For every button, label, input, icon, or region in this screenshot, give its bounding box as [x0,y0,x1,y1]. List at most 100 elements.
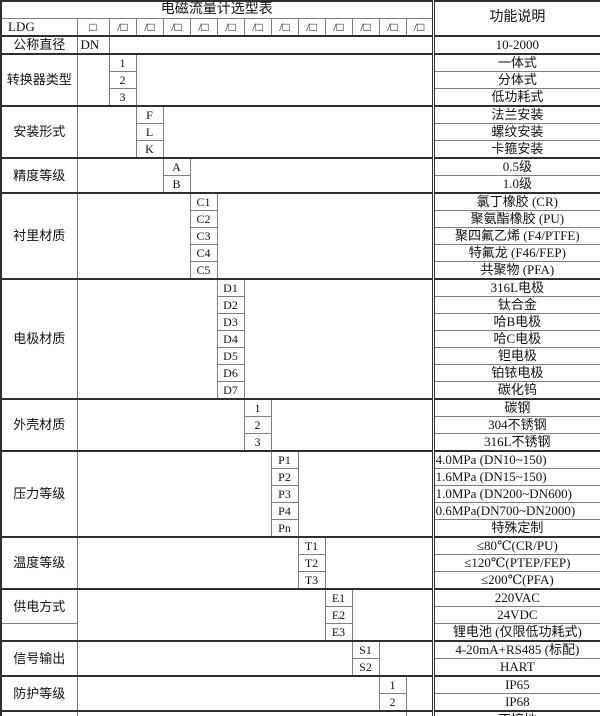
option-row: E2 24VDC [1,606,600,624]
section-row: 安装形式 F 法兰安装 [0,105,600,159]
filler-cell [405,675,434,712]
section-label: 外壳材质 [0,398,78,452]
option-code: S1 [351,640,380,659]
option-row: K 卡箍安装 [1,140,600,159]
option-row: 2 IP68 [1,693,600,712]
option-code: P2 [270,468,299,486]
section-label: 衬里材质 [0,192,78,280]
code-box-placeholder: /□ [189,18,218,37]
section-label: 公称直径 [0,35,78,55]
option-code: L [135,123,164,141]
option-code: 1 [243,398,272,417]
code-box-placeholder: /□ [216,18,245,37]
option-code: D6 [216,364,245,382]
filler-cell [76,640,353,677]
option-code: E3 [324,623,353,642]
option-code: 2 [243,416,272,434]
option-desc: 共聚物 (PFA) [431,261,600,280]
option-code: 2 [108,71,137,89]
filler-cell [76,536,299,590]
page-title: 电磁流量计选型表 [0,0,434,19]
option-row: D4 哈C电极 [1,330,600,348]
section-row: 公称直径 DN 10-2000 [0,35,600,55]
filler-cell [76,278,218,400]
option-row: P4 0.6MPa(DN700~DN2000) [1,502,600,520]
option-row: Pn 特殊定制 [1,519,600,538]
filler-cell [76,675,380,712]
section-label: 温度等级 [0,536,78,590]
filler-cell [108,35,434,55]
option-code: T2 [297,554,326,572]
option-code: E2 [324,606,353,624]
section-label: 信号输出 [0,640,78,677]
option-row: S2 HART [1,658,600,677]
option-code: 3 [243,433,272,452]
option-desc: 0.6MPa(DN700~DN2000) [431,502,600,520]
option-desc: 4-20mA+RS485 (标配) [431,640,600,659]
filler-cell [76,105,137,159]
option-code: 2 [378,693,407,712]
option-desc: 220VAC [431,588,600,607]
option-code: C2 [189,210,218,228]
filler-cell [189,157,434,194]
option-desc: 分体式 [431,71,600,89]
option-desc: 低功耗式 [431,88,600,107]
option-code: D3 [216,313,245,331]
filler-cell [135,53,434,107]
option-desc: 1.0级 [431,175,600,194]
option-code: C3 [189,227,218,245]
option-desc: 哈B电极 [431,313,600,331]
option-row: T2 ≤120℃(PTEP/FEP) [1,554,600,572]
option-code: 1 [108,53,137,72]
option-code: T3 [297,571,326,590]
filler-cell [76,398,245,452]
option-desc: HART [431,658,600,677]
filler-cell [76,588,326,642]
filler-cell [76,710,407,716]
code-box-placeholder: /□ [108,18,137,37]
option-desc: 一体式 [431,53,600,72]
section-row: 温度等级 T1 ≤80℃(CR/PU) [0,536,600,590]
filler-cell [76,450,272,538]
option-desc: 特殊定制 [431,519,600,538]
section-label-empty [0,710,78,716]
option-desc: 316L不锈钢 [431,433,600,452]
option-row: P3 1.0MPa (DN200~DN600) [1,485,600,503]
option-code: P4 [270,502,299,520]
filler-cell [76,53,110,107]
filler-cell [378,640,434,677]
option-code: A [162,157,191,176]
section-row: 电极材质 D1 316L电极 [0,278,600,400]
filler-cell [270,398,434,452]
filler-cell [324,536,434,590]
filler-cell [76,192,191,280]
option-row: C4 特氟龙 (F46/FEP) [1,244,600,262]
section-row: 精度等级 A 0.5级 [0,157,600,194]
option-desc: 316L电极 [431,278,600,297]
option-code: Pn [270,519,299,538]
model-prefix-label: LDG [0,18,78,37]
option-code: D4 [216,330,245,348]
option-code: 3 [108,88,137,107]
option-desc: ≤120℃(PTEP/FEP) [431,554,600,572]
option-code: C4 [189,244,218,262]
filler-cell [243,278,434,400]
option-code: D1 [216,278,245,297]
option-row: E3 锂电池 (仅限低功耗式) [0,623,600,642]
option-desc: 特氟龙 (F46/FEP) [431,244,600,262]
option-row: 2 分体式 [1,71,600,89]
option-code: 0 [405,710,434,716]
code-box-placeholder: /□ [324,18,353,37]
option-row: L 螺纹安装 [1,123,600,141]
section-label-empty [0,623,78,642]
section-row: 防护等级 1 IP65 [0,675,600,712]
option-desc: 锂电池 (仅限低功耗式) [431,623,600,642]
code-box-placeholder: /□ [270,18,299,37]
section-row: 衬里材质 C1 氯丁橡胶 (CR) [0,192,600,280]
function-column-header: 功能说明 [431,0,600,37]
code-box-placeholder: /□ [162,18,191,37]
option-row: D3 哈B电极 [1,313,600,331]
option-row: 2 304不锈钢 [1,416,600,434]
